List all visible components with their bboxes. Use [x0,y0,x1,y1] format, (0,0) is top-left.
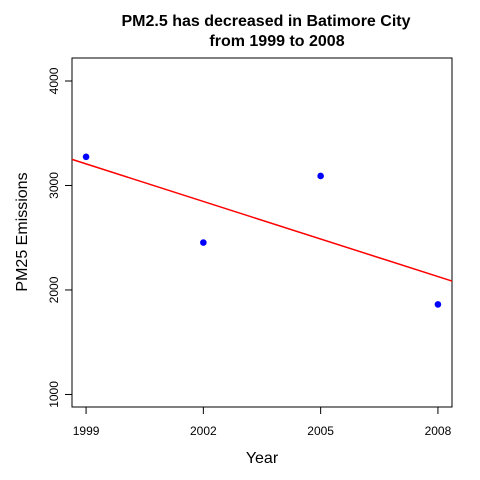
trend-line-group [71,158,453,282]
y-tick-label-2000: 2000 [47,276,61,303]
data-points [82,153,442,308]
data-point-2005 [317,172,324,180]
y-tick-label-4000: 4000 [47,67,61,94]
y-tick-label-1000: 1000 [47,381,61,408]
x-tick-label-2002: 2002 [190,424,217,438]
data-point-2002 [200,239,207,246]
data-point-1999 [82,153,90,161]
y-axis-label: PM25 Emissions [14,172,31,291]
chart-title-line-2: from 1999 to 2008 [209,33,344,50]
x-axis-label: Year [246,450,279,467]
chart-title-line-1: PM2.5 has decreased in Batimore City [122,13,411,30]
x-tick-label-2005: 2005 [307,424,334,438]
x-axis: 1999 2002 2005 2008 [73,406,452,438]
x-tick-label-2008: 2008 [425,424,452,438]
trend-line [71,158,453,282]
data-point-2008 [434,301,442,308]
plot-area-border [71,57,453,408]
y-tick-label-3000: 3000 [47,172,61,199]
x-tick-label-1999: 1999 [73,424,100,438]
y-axis: 1000 2000 3000 4000 [47,67,73,408]
